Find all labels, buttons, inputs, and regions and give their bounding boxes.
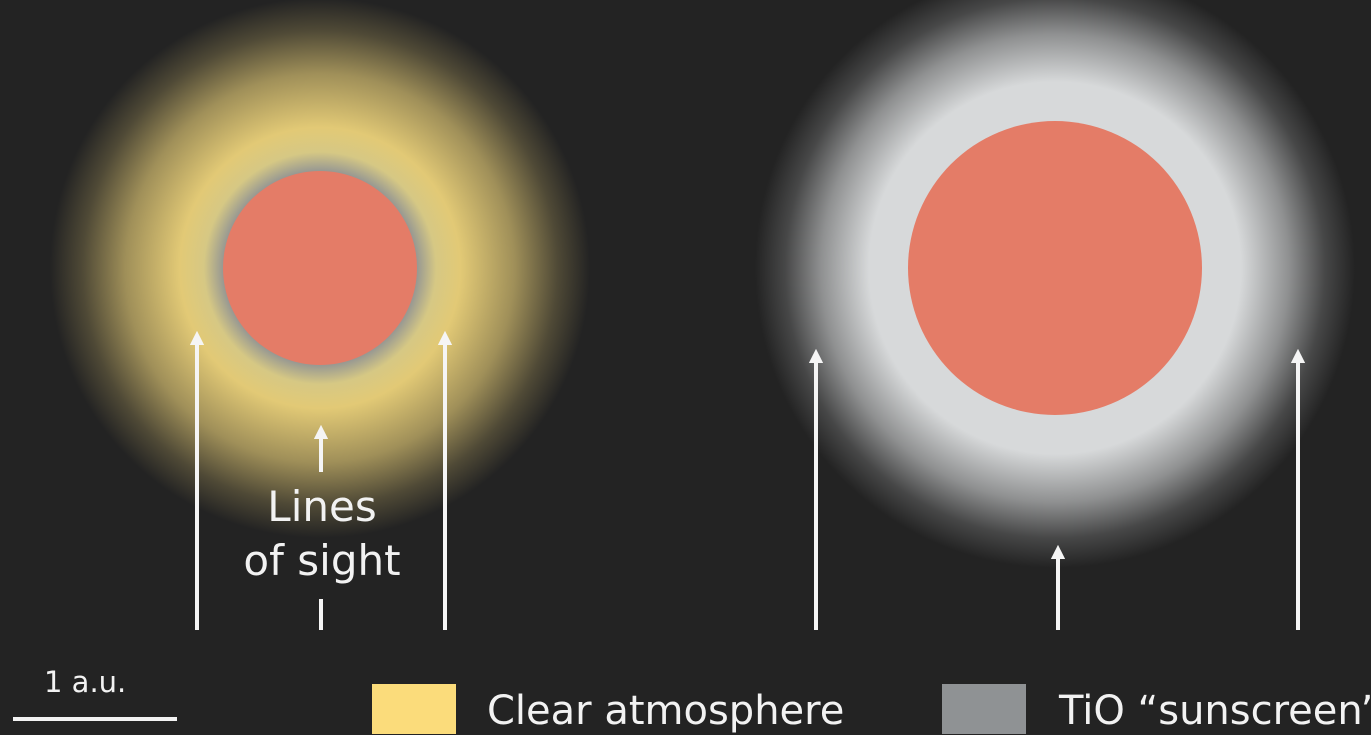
- left-star-surface: [223, 171, 417, 365]
- scale-bar: [13, 717, 177, 721]
- legend-swatch-clear-atmosphere: [372, 684, 456, 734]
- legend-label-clear-atmosphere: Clear atmosphere: [487, 688, 845, 734]
- lines-of-sight-label-line2: of sight: [243, 536, 401, 585]
- right-star-surface: [908, 121, 1202, 415]
- legend-swatch-tio-sunscreen: [942, 684, 1026, 734]
- legend-label-tio-sunscreen: TiO “sunscreen”: [1059, 688, 1371, 734]
- scale-label: 1 a.u.: [44, 665, 127, 699]
- lines-of-sight-label-line1: Lines: [267, 482, 377, 531]
